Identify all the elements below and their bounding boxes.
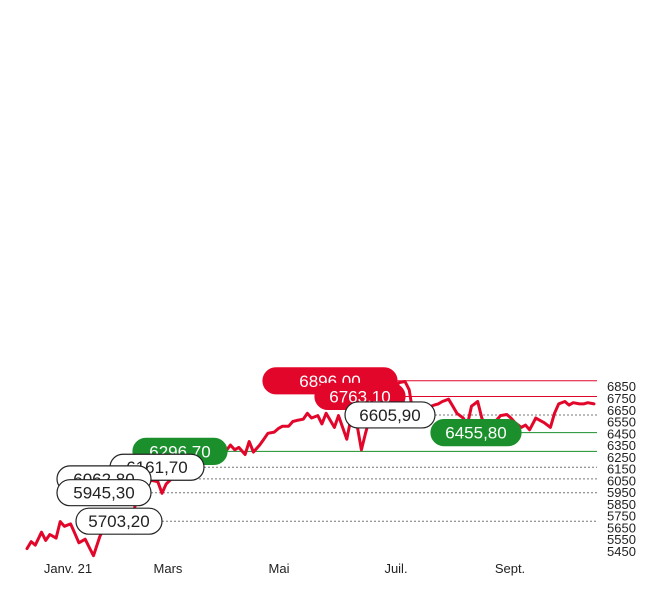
y-tick-label: 6350 xyxy=(607,438,636,453)
y-tick-label: 5550 xyxy=(607,532,636,547)
y-tick-label: 5950 xyxy=(607,485,636,500)
y-tick-label: 6850 xyxy=(607,379,636,394)
y-tick-label: 5850 xyxy=(607,497,636,512)
y-tick-label: 6050 xyxy=(607,473,636,488)
y-tick-label: 5450 xyxy=(607,544,636,559)
x-tick-label: Janv. 21 xyxy=(44,561,92,576)
y-tick-label: 5650 xyxy=(607,520,636,535)
level-badge xyxy=(344,401,436,429)
level-badge xyxy=(75,507,163,535)
level-badge xyxy=(56,479,152,507)
x-tick-label: Juil. xyxy=(384,561,407,576)
y-tick-label: 6250 xyxy=(607,450,636,465)
y-tick-label: 6650 xyxy=(607,403,636,418)
level-badge xyxy=(430,419,522,447)
level-label: 6605,90 xyxy=(359,406,420,425)
x-axis: Janv. 21 Mars Mai Juil. Sept. xyxy=(44,561,525,576)
x-tick-label: Mars xyxy=(154,561,183,576)
x-tick-label: Sept. xyxy=(495,561,525,576)
x-tick-label: Mai xyxy=(269,561,290,576)
y-tick-label: 6450 xyxy=(607,426,636,441)
level-label: 5945,30 xyxy=(73,484,134,503)
level-label: 6455,80 xyxy=(445,424,506,443)
level-badges: 6896,006763,106605,906455,806296,706161,… xyxy=(56,367,522,535)
y-tick-label: 6750 xyxy=(607,391,636,406)
level-lines xyxy=(151,380,597,522)
y-tick-label: 6550 xyxy=(607,415,636,430)
y-tick-label: 5750 xyxy=(607,509,636,524)
y-tick-label: 6150 xyxy=(607,462,636,477)
y-axis: 6850675066506550645063506250615060505950… xyxy=(607,379,636,559)
level-label: 5703,20 xyxy=(88,512,149,531)
